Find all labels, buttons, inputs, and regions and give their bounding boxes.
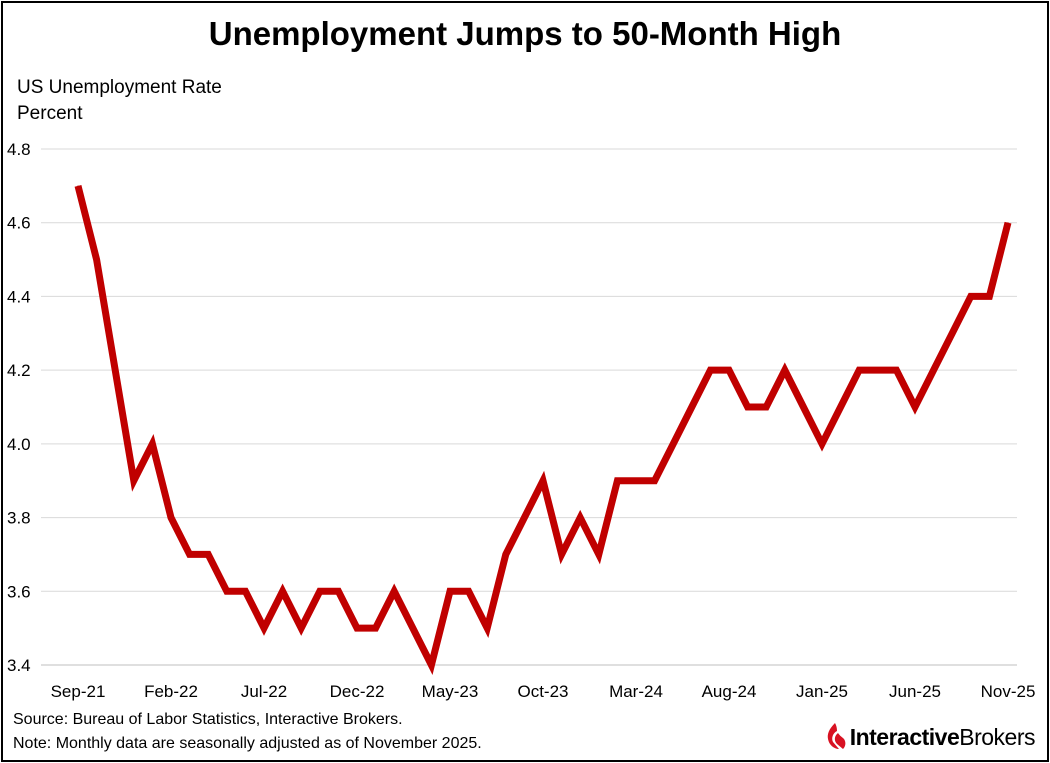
y-axis-label-line-1: US Unemployment Rate bbox=[17, 77, 222, 98]
data-point bbox=[951, 332, 953, 334]
x-tick-label: Dec-22 bbox=[330, 682, 385, 701]
data-point bbox=[244, 590, 246, 592]
logo-text-brokers: Brokers bbox=[959, 723, 1035, 750]
data-point bbox=[412, 627, 414, 629]
data-point bbox=[747, 406, 749, 408]
unemployment-rate-line bbox=[74, 185, 1012, 675]
x-tick-label: Mar-24 bbox=[609, 682, 663, 701]
data-point bbox=[802, 406, 804, 408]
data-point bbox=[616, 480, 618, 482]
data-point bbox=[430, 664, 432, 666]
data-point bbox=[468, 590, 470, 592]
data-point bbox=[654, 480, 656, 482]
chart-title: Unemployment Jumps to 50-Month High bbox=[208, 15, 842, 52]
data-point bbox=[914, 406, 916, 408]
data-point bbox=[449, 590, 451, 592]
data-point bbox=[133, 480, 135, 482]
data-point bbox=[1007, 222, 1009, 224]
data-point bbox=[77, 185, 79, 187]
data-point bbox=[375, 627, 377, 629]
y-tick-label: 3.4 bbox=[7, 656, 31, 675]
data-point bbox=[170, 517, 172, 519]
data-point bbox=[393, 590, 395, 592]
data-point bbox=[96, 259, 98, 261]
series-group bbox=[74, 185, 1012, 675]
data-point bbox=[858, 369, 860, 371]
data-point bbox=[282, 590, 284, 592]
data-point bbox=[598, 553, 600, 555]
data-point bbox=[970, 295, 972, 297]
data-point bbox=[207, 553, 209, 555]
y-tick-label: 4.4 bbox=[7, 287, 31, 306]
data-point bbox=[114, 369, 116, 371]
data-point bbox=[151, 443, 153, 445]
x-tick-label: Jul-22 bbox=[241, 682, 287, 701]
x-tick-label: Aug-24 bbox=[702, 682, 757, 701]
data-point bbox=[877, 369, 879, 371]
y-tick-label: 3.6 bbox=[7, 582, 31, 601]
data-point bbox=[579, 517, 581, 519]
y-tick-label: 4.0 bbox=[7, 435, 31, 454]
data-point bbox=[895, 369, 897, 371]
source-note: Source: Bureau of Labor Statistics, Inte… bbox=[13, 711, 403, 728]
y-axis-ticks: 3.4 3.6 3.8 4.0 4.2 4.4 4.6 4.8 bbox=[7, 140, 31, 675]
data-point bbox=[505, 553, 507, 555]
data-point bbox=[263, 627, 265, 629]
x-tick-label: Sep-21 bbox=[51, 682, 106, 701]
data-point bbox=[672, 443, 674, 445]
data-point bbox=[542, 480, 544, 482]
data-point bbox=[486, 627, 488, 629]
data-point bbox=[337, 590, 339, 592]
x-tick-label: May-23 bbox=[422, 682, 479, 701]
x-tick-label: Jan-25 bbox=[796, 682, 848, 701]
data-point bbox=[635, 480, 637, 482]
data-point bbox=[319, 590, 321, 592]
data-note: Note: Monthly data are seasonally adjust… bbox=[13, 735, 482, 752]
x-tick-label: Feb-22 bbox=[144, 682, 198, 701]
logo-text-interactive: Interactive bbox=[849, 723, 960, 750]
data-point bbox=[691, 406, 693, 408]
data-point bbox=[933, 369, 935, 371]
y-tick-label: 4.2 bbox=[7, 361, 31, 380]
gridlines bbox=[41, 148, 1017, 666]
data-point bbox=[840, 406, 842, 408]
data-point bbox=[709, 369, 711, 371]
x-tick-label: Nov-25 bbox=[981, 682, 1036, 701]
data-point bbox=[356, 627, 358, 629]
y-tick-label: 3.8 bbox=[7, 509, 31, 528]
data-point bbox=[821, 443, 823, 445]
brokers-flame-icon bbox=[827, 723, 846, 749]
data-point bbox=[728, 369, 730, 371]
interactive-brokers-logo: InteractiveBrokers bbox=[825, 721, 1035, 753]
data-point bbox=[189, 553, 191, 555]
data-point bbox=[765, 406, 767, 408]
x-tick-label: Jun-25 bbox=[889, 682, 941, 701]
y-tick-label: 4.8 bbox=[7, 140, 31, 159]
y-tick-label: 4.6 bbox=[7, 214, 31, 233]
y-axis-label-line-2: Percent bbox=[17, 103, 83, 124]
x-tick-label: Oct-23 bbox=[517, 682, 568, 701]
line-chart: 3.4 3.6 3.8 4.0 4.2 4.4 4.6 4.8 Sep-21 Feb-22 Jul… bbox=[7, 140, 1036, 701]
data-point bbox=[784, 369, 786, 371]
data-point bbox=[988, 295, 990, 297]
data-point bbox=[523, 517, 525, 519]
x-axis-ticks: Sep-21 Feb-22 Jul-22 Dec-22 May-23 Oct-23 Mar-… bbox=[51, 682, 1036, 701]
data-point bbox=[226, 590, 228, 592]
data-point bbox=[561, 553, 563, 555]
data-point bbox=[300, 627, 302, 629]
